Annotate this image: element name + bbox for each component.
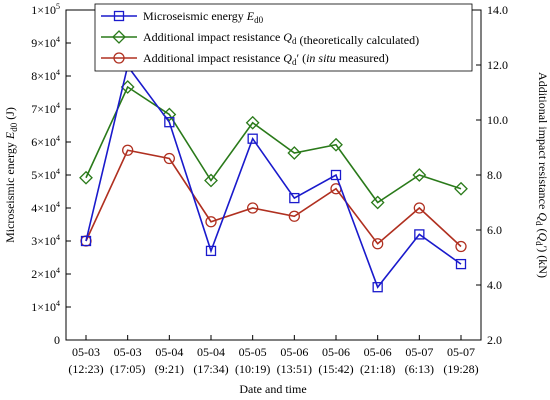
x-tick-date: 05-03 <box>72 345 100 359</box>
legend-label-microseismic-energy: Microseismic energy Ed0 <box>143 9 264 25</box>
x-tick-time: (13:51) <box>277 362 312 376</box>
y-axis-right-title: Additional impact resistance Qd (Qd′) (k… <box>534 72 550 278</box>
left-tick-label: 2×104 <box>31 266 60 281</box>
x-tick-date: 05-03 <box>114 345 142 359</box>
theoretical-resistance-point <box>245 115 260 130</box>
x-tick-date: 05-06 <box>280 345 308 359</box>
x-tick-time: (21:18) <box>360 362 395 376</box>
legend: Microseismic energy Ed0 Additional impact… <box>94 3 473 72</box>
left-axis-ticks: 0 1×104 2×104 3×104 4×104 5×104 6×104 7×104 8×10… <box>31 2 71 347</box>
x-tick-date: 05-05 <box>239 345 267 359</box>
microseismic-energy-point <box>289 192 300 204</box>
measured-resistance-point <box>372 238 384 250</box>
left-tick-label: 8×104 <box>31 68 60 83</box>
series-layer <box>79 60 468 293</box>
theoretical-resistance-point <box>412 168 427 182</box>
microseismic-energy-point <box>247 133 258 144</box>
microseismic-energy-point <box>372 282 383 293</box>
microseismic-energy-point <box>205 245 217 257</box>
left-tick-label: 1×104 <box>31 299 60 314</box>
x-tick-date: 05-07 <box>447 345 475 359</box>
measured-resistance-point <box>455 240 467 253</box>
x-tick-time: (17:05) <box>110 362 145 376</box>
microseismic-energy-point <box>164 117 175 128</box>
legend-marker-microseismic-energy <box>113 10 125 22</box>
microseismic-energy-point <box>414 229 425 240</box>
legend-label-measured-resistance: Additional impact resistance Qd′ (in sit… <box>143 51 389 67</box>
theoretical-resistance-line <box>85 85 462 204</box>
measured-resistance-point <box>247 202 259 214</box>
x-tick-time: (10:19) <box>235 362 270 376</box>
left-tick-label: 0 <box>54 333 60 347</box>
x-tick-time: (17:34) <box>193 362 228 376</box>
theoretical-resistance-point <box>329 137 343 152</box>
measured-resistance-point <box>122 144 134 156</box>
legend-marker-measured-resistance <box>113 52 125 64</box>
measured-resistance-line <box>85 149 462 248</box>
microseismic-energy-point <box>455 258 467 270</box>
left-tick-label: 1×105 <box>31 2 60 17</box>
legend-box <box>94 3 473 72</box>
y-axis-left-title: Microseismic energy Ed0 (J) <box>3 107 19 243</box>
x-axis-title: Date and time <box>239 382 306 396</box>
microseismic-energy-point <box>80 235 92 247</box>
theoretical-resistance-point <box>204 173 218 188</box>
theoretical-resistance-point <box>370 195 385 210</box>
theoretical-resistance-point <box>454 181 468 196</box>
legend-marker-theoretical-resistance <box>112 30 126 44</box>
x-tick-time: (9:21) <box>155 362 184 376</box>
left-tick-label: 7×104 <box>31 101 60 116</box>
x-tick-date: 05-07 <box>405 345 433 359</box>
legend-label-theoretical-resistance: Additional impact resistance Qd (theoret… <box>143 30 419 47</box>
right-tick-label: 8.0 <box>487 168 502 182</box>
x-tick-time: (12:23) <box>68 362 103 376</box>
left-tick-label: 9×104 <box>31 35 60 50</box>
x-axis-ticks: 05-03 (12:23) 05-03 (17:05) 05-04 (9:21) 05-04… <box>68 335 479 376</box>
x-tick-date: 05-04 <box>197 345 225 359</box>
x-tick-time: (15:42) <box>318 362 353 376</box>
x-tick-time: (19:28) <box>443 362 478 376</box>
right-tick-label: 4.0 <box>487 278 502 292</box>
microseismic-energy-point <box>330 169 342 181</box>
left-tick-label: 5×104 <box>31 167 60 182</box>
theoretical-resistance-point <box>162 107 177 122</box>
left-tick-label: 3×104 <box>31 233 60 248</box>
x-tick-date: 05-06 <box>322 345 350 359</box>
right-tick-label: 2.0 <box>487 333 502 347</box>
left-tick-label: 4×104 <box>31 200 60 215</box>
measured-resistance-point <box>205 216 217 228</box>
theoretical-resistance-point <box>79 170 93 185</box>
microseismic-energy-line <box>85 64 462 289</box>
right-axis-ticks: 2.0 4.0 6.0 8.0 10.0 12.0 14.0 <box>476 3 508 347</box>
right-tick-label: 6.0 <box>487 223 502 237</box>
left-tick-label: 6×104 <box>31 134 60 149</box>
right-tick-label: 12.0 <box>487 58 508 72</box>
right-tick-label: 10.0 <box>487 113 508 127</box>
measured-resistance-point <box>163 152 175 165</box>
right-tick-label: 14.0 <box>487 3 508 17</box>
x-tick-time: (6:13) <box>405 362 434 376</box>
measured-resistance-point <box>288 210 300 222</box>
measured-resistance-point <box>413 202 425 214</box>
x-tick-date: 05-04 <box>155 345 183 359</box>
theoretical-resistance-point <box>287 146 302 160</box>
x-tick-date: 05-06 <box>364 345 392 359</box>
